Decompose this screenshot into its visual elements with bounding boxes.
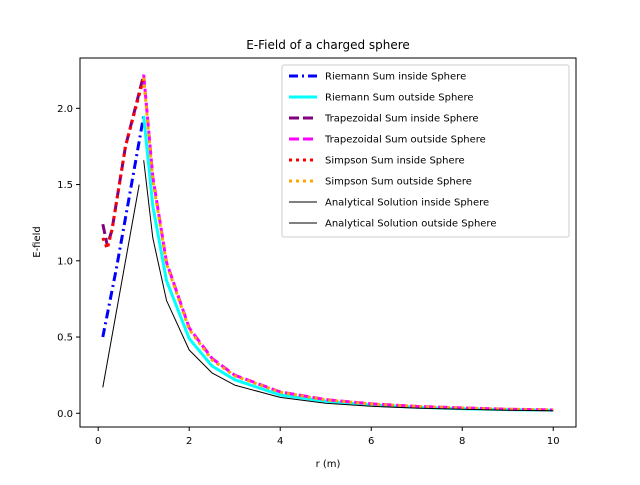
y-axis-label: E-field: [32, 226, 43, 258]
y-tick-label: 1.5: [57, 180, 73, 191]
y-tick-label: 1.0: [57, 256, 73, 267]
y-axis: 0.0 0.5 1.0 1.5 2.0: [57, 104, 80, 420]
series-line-5: [101, 77, 146, 251]
axes-frame: [79, 57, 577, 428]
legend-label: Riemann Sum inside Sphere: [325, 72, 466, 83]
series-line-6: [142, 77, 554, 412]
legend-label: Trapezoidal Sum inside Sphere: [324, 114, 479, 125]
x-tick-label: 2: [186, 436, 192, 447]
x-tick-label: 0: [95, 436, 101, 447]
legend-label: Simpson Sum outside Sphere: [325, 177, 472, 188]
y-tick-label: 0.5: [57, 333, 73, 344]
chart-title: E-Field of a charged sphere: [246, 38, 410, 52]
series-line-1: [101, 115, 146, 338]
legend-box: [281, 64, 570, 238]
y-tick-label: 2.0: [57, 104, 73, 115]
x-tick-label: 6: [368, 436, 374, 447]
x-tick-label: 10: [547, 436, 560, 447]
x-axis-label: r (m): [316, 459, 341, 470]
y-tick-label: 0.0: [57, 409, 73, 420]
x-tick-label: 4: [277, 436, 283, 447]
series-line-8: [143, 160, 554, 412]
legend-label: Trapezoidal Sum outside Sphere: [324, 135, 486, 146]
legend-label: Simpson Sum inside Sphere: [325, 156, 465, 167]
legend-label: Analytical Solution outside Sphere: [325, 219, 496, 230]
plot-area: [101, 74, 554, 412]
legend-label: Riemann Sum outside Sphere: [325, 93, 473, 104]
legend-label: Analytical Solution inside Sphere: [325, 198, 489, 209]
x-axis: 0 2 4 6 8 10: [95, 427, 560, 447]
legend: Riemann Sum inside Sphere Riemann Sum out…: [281, 64, 570, 238]
series-line-7: [102, 184, 140, 388]
x-tick-label: 8: [459, 436, 465, 447]
